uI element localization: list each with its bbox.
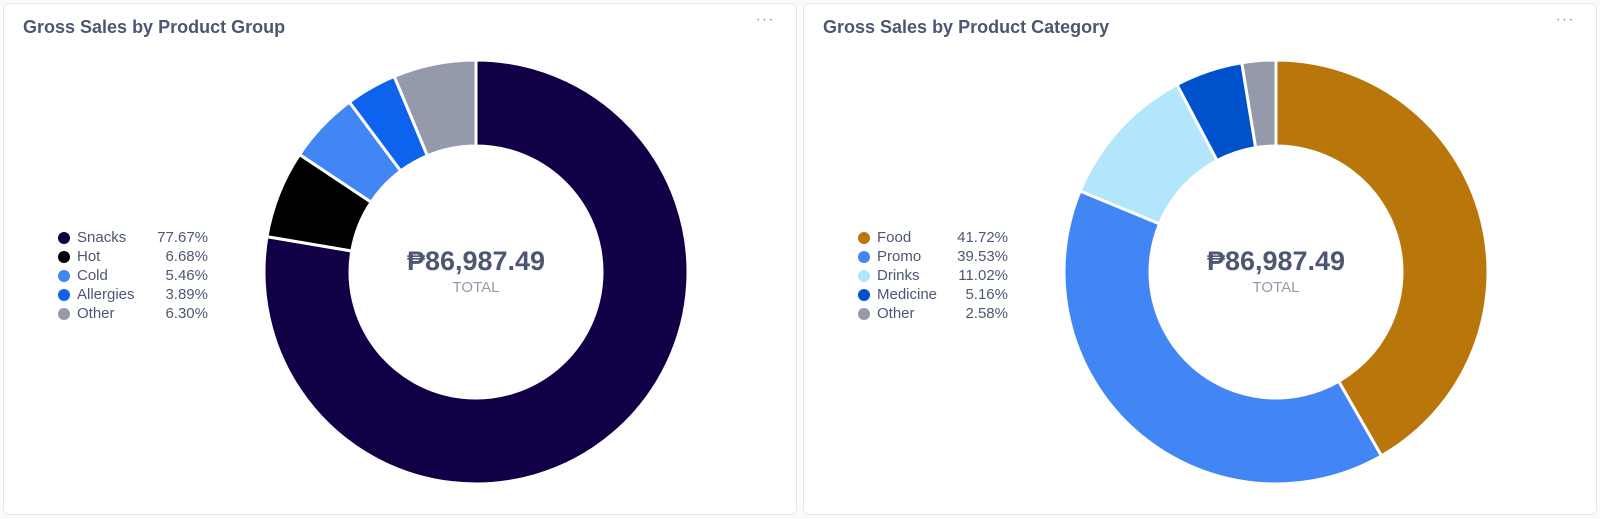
more-options-icon[interactable]: ···: [1555, 11, 1575, 28]
legend-swatch: [858, 232, 870, 244]
legend-value: 41.72%: [957, 229, 1008, 246]
legend-swatch: [58, 251, 70, 263]
total-value: ₱86,987.49: [1207, 246, 1345, 276]
legend-value: 3.89%: [165, 286, 208, 303]
card-title[interactable]: Gross Sales by Product Group: [23, 17, 286, 37]
more-options-icon[interactable]: ···: [755, 11, 775, 28]
legend-value: 2.58%: [965, 305, 1008, 322]
legend-label: Hot: [77, 248, 101, 265]
donut-slice-promo[interactable]: [1062, 189, 1383, 486]
legend-item[interactable]: Food 41.72%: [858, 228, 1008, 247]
donut-svg: ₱86,987.49 TOTAL: [1062, 58, 1490, 486]
legend-swatch: [858, 308, 870, 320]
legend-swatch: [58, 308, 70, 320]
donut-slice-snacks[interactable]: [262, 58, 690, 486]
legend-value: 11.02%: [958, 267, 1008, 284]
legend-label: Cold: [77, 267, 108, 284]
legend-swatch: [58, 270, 70, 282]
legend-label: Medicine: [877, 286, 938, 303]
legend-label: Food: [877, 229, 912, 246]
legend-label: Drinks: [877, 267, 920, 284]
legend-item[interactable]: Hot 6.68%: [58, 247, 208, 266]
total-label: TOTAL: [453, 279, 500, 296]
total-label: TOTAL: [1253, 279, 1300, 296]
legend: Snacks 77.67% Hot 6.68% Cold 5.46% Allergies 3.…: [58, 228, 208, 323]
legend-value: 6.68%: [165, 248, 208, 265]
donut-slice-food[interactable]: [1274, 58, 1490, 458]
legend-label: Allergies: [77, 286, 135, 303]
donut-chart: ₱86,987.49 TOTAL: [260, 56, 692, 488]
legend-item[interactable]: Drinks 11.02%: [858, 266, 1008, 285]
legend-value: 77.67%: [157, 229, 208, 246]
donut-slice-other[interactable]: [1240, 58, 1278, 150]
product-category-card: Gross Sales by Product Category ··· Food…: [803, 3, 1597, 515]
legend-swatch: [58, 289, 70, 301]
legend-item[interactable]: Other 2.58%: [858, 304, 1008, 323]
legend-swatch: [58, 232, 70, 244]
legend: Food 41.72% Promo 39.53% Drinks 11.02% Medicin…: [858, 228, 1008, 323]
legend-value: 6.30%: [165, 305, 208, 322]
product-group-card: Gross Sales by Product Group ··· Snacks 7…: [3, 3, 797, 515]
legend-item[interactable]: Snacks 77.67%: [58, 228, 208, 247]
legend-value: 5.16%: [965, 286, 1008, 303]
donut-chart: ₱86,987.49 TOTAL: [1060, 56, 1492, 488]
legend-label: Promo: [877, 248, 922, 265]
donut-svg: ₱86,987.49 TOTAL: [262, 58, 690, 486]
donut-slice-other[interactable]: [392, 58, 478, 158]
legend-item[interactable]: Promo 39.53%: [858, 247, 1008, 266]
legend-item[interactable]: Other 6.30%: [58, 304, 208, 323]
legend-item[interactable]: Medicine 5.16%: [858, 285, 1008, 304]
legend-swatch: [858, 270, 870, 282]
legend-swatch: [858, 289, 870, 301]
legend-label: Other: [877, 305, 915, 322]
legend-label: Snacks: [77, 229, 127, 246]
legend-item[interactable]: Allergies 3.89%: [58, 285, 208, 304]
legend-swatch: [858, 251, 870, 263]
total-value: ₱86,987.49: [407, 246, 545, 276]
legend-value: 5.46%: [165, 267, 208, 284]
legend-label: Other: [77, 305, 115, 322]
legend-value: 39.53%: [957, 248, 1008, 265]
legend-item[interactable]: Cold 5.46%: [58, 266, 208, 285]
card-title[interactable]: Gross Sales by Product Category: [823, 17, 1110, 37]
